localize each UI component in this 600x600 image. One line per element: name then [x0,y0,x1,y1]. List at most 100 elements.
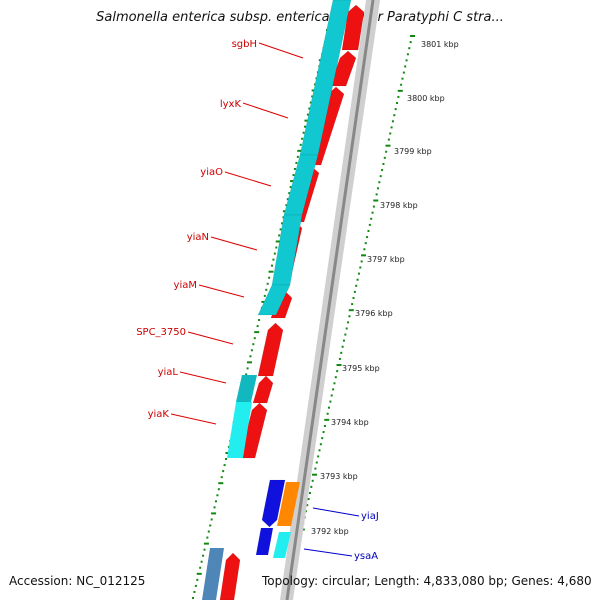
tick-mark [202,554,205,557]
tick-mark [357,272,360,275]
tick-mark [378,181,381,184]
gene-label-spc_3750: SPC_3750 [136,327,186,338]
tick-mark [306,504,309,507]
tick-mark [297,149,303,152]
tick-mark [400,83,403,86]
label-leader-line [198,284,245,298]
tick-mark [289,186,292,189]
kbp-label: 3794 kbp [331,418,369,427]
tick-mark [282,216,285,219]
tick-mark [199,566,202,569]
tick-mark [272,258,275,261]
genome-title: Salmonella enterica subsp. enterica sero… [96,10,504,25]
tick-mark [381,169,384,172]
tick-mark [387,138,390,141]
label-leader-line [179,371,227,384]
tick-mark [279,228,282,231]
tick-mark [385,144,391,147]
tick-mark [196,578,199,581]
label-leader-line [242,102,289,119]
kbp-label: 3800 kbp [407,94,445,103]
tick-mark [404,65,407,68]
tick-mark [275,246,278,249]
tick-mark [293,167,296,170]
tick-mark [308,107,311,110]
tick-mark [301,137,304,140]
tick-mark [379,175,382,178]
kbp-label: 3793 kbp [320,472,358,481]
gene-label-yiaj: yiaJ [361,511,379,522]
tick-mark [311,479,314,482]
tick-mark [340,351,343,354]
tick-mark [200,560,203,563]
topology-summary: Topology: circular; Length: 4,833,080 bp… [262,574,592,588]
gene-label-sgbh: sgbH [232,39,257,50]
gene-labels: sgbH lyxK yiaO yiaN yiaM SPC_3750 yiaL yiaK yiaJ… [136,39,379,562]
gene-arrow-reverse-alt [261,479,286,528]
tick-mark [367,229,370,232]
tick-mark [256,325,259,328]
tick-mark [393,114,396,117]
tick-mark [396,102,399,105]
tick-mark [308,491,311,494]
tick-mark [270,264,273,267]
label-leader-line [170,413,217,425]
tick-mark [336,370,339,373]
tick-mark [266,282,269,285]
label-leader-line [312,507,360,517]
tick-mark [296,155,299,158]
tick-mark [312,473,318,476]
tick-mark [209,524,212,527]
genome-backbone [280,0,380,600]
tick-mark [336,364,342,367]
tick-mark [409,41,412,44]
tick-mark [247,361,253,364]
tick-mark [375,193,378,196]
tick-mark [352,297,355,299]
tick-mark [334,376,337,379]
tick-mark [249,355,252,358]
tick-mark [364,242,367,245]
tick-mark [250,349,253,352]
tick-mark [342,339,345,342]
tick-mark [194,584,197,587]
tick-mark [372,205,375,208]
gene-label-yial: yiaL [158,367,179,378]
tick-mark [253,337,256,340]
tick-mark [348,315,351,318]
tick-mark [315,461,318,464]
tick-mark [285,204,288,207]
tick-mark [317,455,320,458]
tick-mark [371,211,374,214]
tick-mark [218,482,224,485]
kbp-label: 3798 kbp [380,201,418,210]
tick-mark [207,530,210,533]
tick-mark [213,506,216,509]
tick-mark [324,418,330,421]
tick-mark [203,548,206,551]
tick-mark [292,174,295,177]
accession-text: Accession: NC_012125 [9,574,146,588]
gene-features [202,0,365,600]
tick-mark [288,192,291,195]
tick-mark [268,270,274,273]
tick-mark [203,542,209,545]
tick-mark [361,254,367,257]
tick-mark [290,180,296,183]
gene-label-yiam: yiaM [174,280,197,291]
tick-mark [281,222,284,225]
gene-label-yian: yiaN [187,232,209,243]
tick-mark [385,150,388,153]
tick-mark [329,400,332,403]
tick-mark [261,300,267,303]
tick-mark [397,89,403,92]
tick-mark [311,95,314,98]
tick-mark [265,288,268,291]
tick-mark [356,278,359,281]
tick-mark [318,449,321,452]
tick-mark [268,276,271,279]
tick-mark [246,367,249,370]
tick-mark [370,217,373,220]
